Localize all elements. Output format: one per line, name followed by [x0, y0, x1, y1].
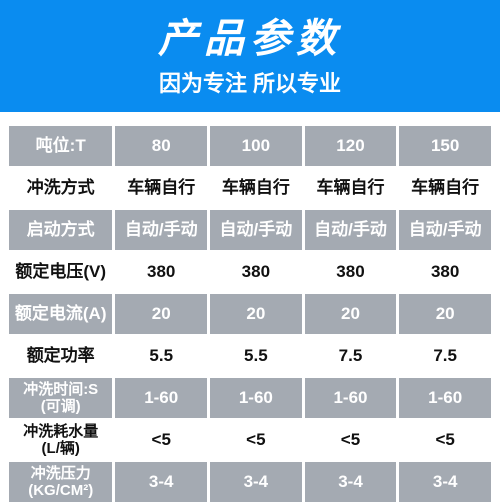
- row-value: 5.5: [210, 336, 302, 376]
- row-value: 3-4: [399, 462, 491, 502]
- row-label: 额定电流(A): [9, 294, 112, 334]
- table-row: 额定电流(A)20202020: [9, 294, 491, 334]
- row-value: 1-60: [399, 378, 491, 418]
- row-value: 20: [115, 294, 207, 334]
- row-value: 80: [115, 126, 207, 166]
- row-value: 3-4: [115, 462, 207, 502]
- page-title: 产品参数: [0, 6, 500, 64]
- row-value: 100: [210, 126, 302, 166]
- row-value: 380: [305, 252, 397, 292]
- row-value: 1-60: [305, 378, 397, 418]
- row-label: 冲洗方式: [9, 168, 112, 208]
- row-value: 380: [399, 252, 491, 292]
- table-row: 启动方式自动/手动自动/手动自动/手动自动/手动: [9, 210, 491, 250]
- row-value: 7.5: [305, 336, 397, 376]
- row-value: 车辆自行: [115, 168, 207, 208]
- table-row: 吨位:T80100120150: [9, 126, 491, 166]
- row-value: 5.5: [115, 336, 207, 376]
- page-subtitle: 因为专注 所以专业: [0, 66, 500, 98]
- table-row: 额定电压(V)380380380380: [9, 252, 491, 292]
- row-value: 20: [399, 294, 491, 334]
- page-header: 产品参数 因为专注 所以专业: [0, 0, 500, 112]
- row-value: <5: [115, 420, 207, 460]
- row-value: 1-60: [210, 378, 302, 418]
- row-value: 20: [305, 294, 397, 334]
- row-value: 380: [210, 252, 302, 292]
- row-value: 150: [399, 126, 491, 166]
- row-value: 车辆自行: [210, 168, 302, 208]
- row-label: 启动方式: [9, 210, 112, 250]
- row-label: 额定功率: [9, 336, 112, 376]
- row-value: 380: [115, 252, 207, 292]
- row-value: 自动/手动: [210, 210, 302, 250]
- row-value: 20: [210, 294, 302, 334]
- table-row: 冲洗耗水量(L/辆)<5<5<5<5: [9, 420, 491, 460]
- row-value: 120: [305, 126, 397, 166]
- row-value: 自动/手动: [399, 210, 491, 250]
- row-value: 车辆自行: [305, 168, 397, 208]
- row-label: 冲洗耗水量(L/辆): [9, 420, 112, 460]
- row-label: 冲洗时间:S(可调): [9, 378, 112, 418]
- row-value: <5: [305, 420, 397, 460]
- row-label: 冲洗压力(KG/CM²): [9, 462, 112, 502]
- row-value: 3-4: [210, 462, 302, 502]
- row-value: 1-60: [115, 378, 207, 418]
- table-row: 冲洗方式车辆自行车辆自行车辆自行车辆自行: [9, 168, 491, 208]
- row-label: 额定电压(V): [9, 252, 112, 292]
- row-label: 吨位:T: [9, 126, 112, 166]
- table-row: 冲洗时间:S(可调)1-601-601-601-60: [9, 378, 491, 418]
- table-row: 冲洗压力(KG/CM²)3-43-43-43-4: [9, 462, 491, 502]
- spec-table: 吨位:T80100120150冲洗方式车辆自行车辆自行车辆自行车辆自行启动方式自…: [6, 124, 494, 504]
- row-value: 自动/手动: [305, 210, 397, 250]
- row-value: 车辆自行: [399, 168, 491, 208]
- table-row: 额定功率5.55.57.57.5: [9, 336, 491, 376]
- spec-table-container: 吨位:T80100120150冲洗方式车辆自行车辆自行车辆自行车辆自行启动方式自…: [0, 112, 500, 504]
- row-value: 3-4: [305, 462, 397, 502]
- row-value: <5: [210, 420, 302, 460]
- row-value: <5: [399, 420, 491, 460]
- row-value: 7.5: [399, 336, 491, 376]
- row-value: 自动/手动: [115, 210, 207, 250]
